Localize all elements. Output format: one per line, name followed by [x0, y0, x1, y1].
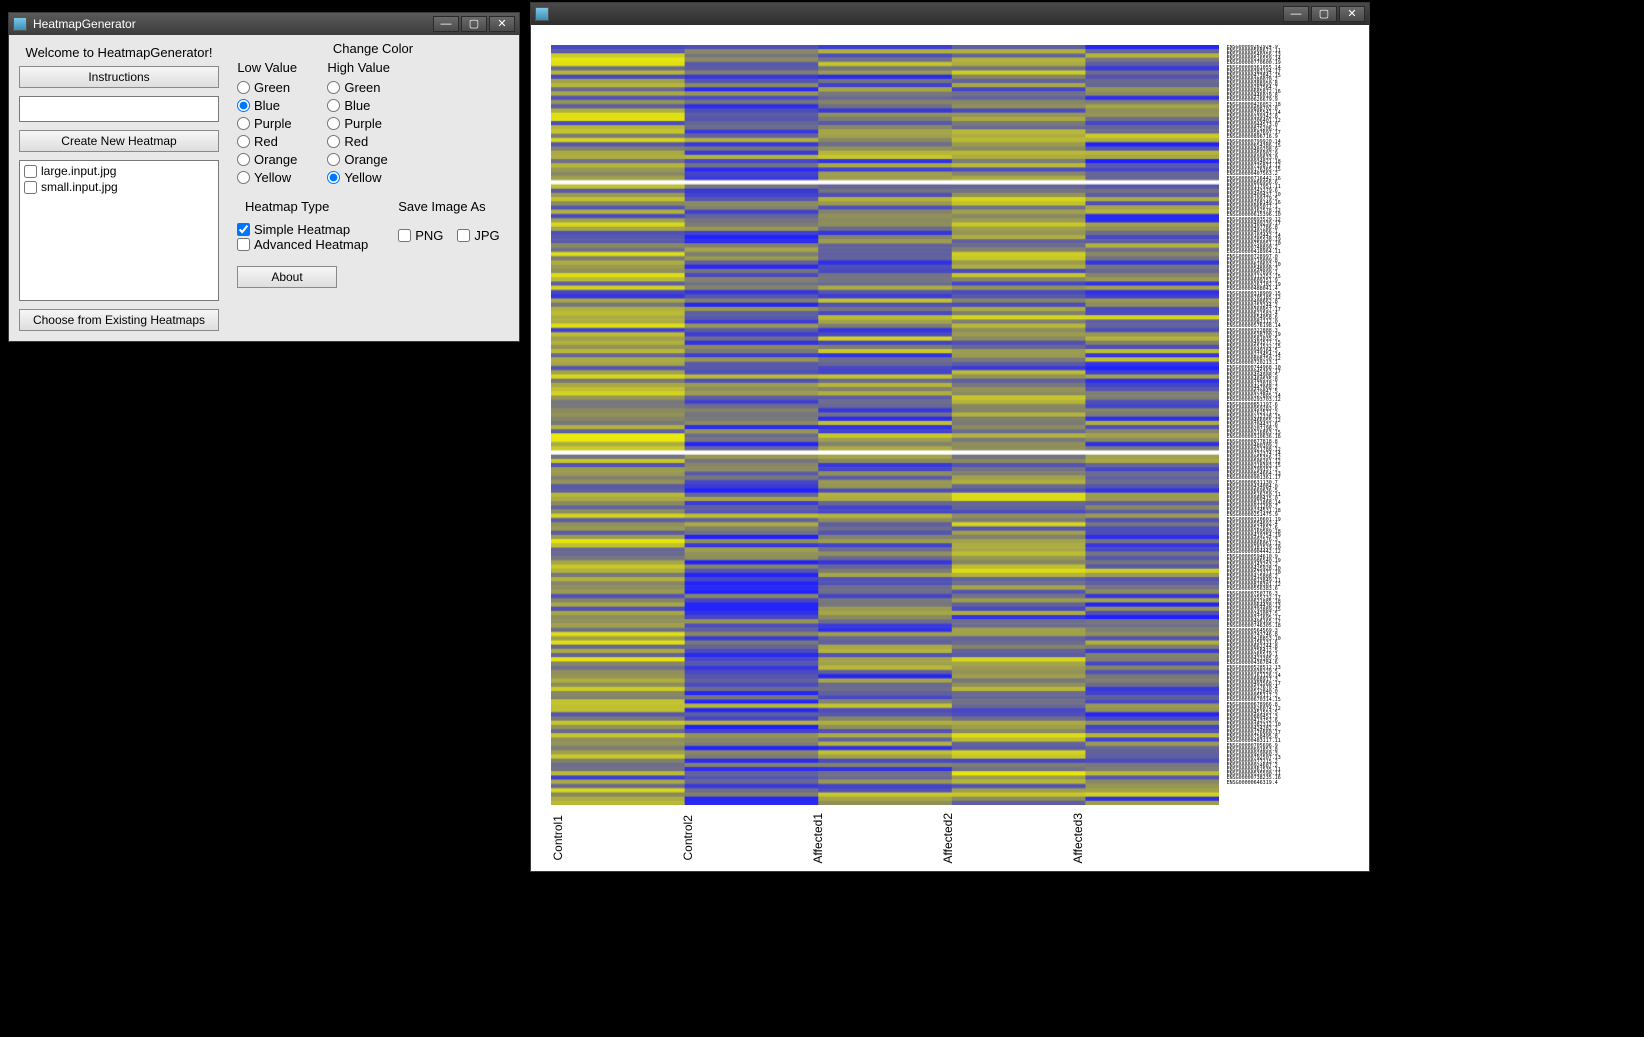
close-button[interactable]: ✕	[1339, 6, 1365, 22]
high-value-yellow-radio[interactable]: Yellow	[327, 170, 390, 185]
radio-label: Red	[254, 134, 278, 149]
maximize-button[interactable]: ▢	[461, 16, 487, 32]
radio-input[interactable]	[237, 81, 250, 94]
app-icon	[535, 7, 549, 21]
radio-input[interactable]	[327, 135, 340, 148]
radio-input[interactable]	[237, 153, 250, 166]
radio-input[interactable]	[237, 135, 250, 148]
checkbox-label: PNG	[415, 228, 443, 243]
high-value-orange-radio[interactable]: Orange	[327, 152, 390, 167]
heatmap-type-simple-heatmap[interactable]: Simple Heatmap	[237, 222, 368, 237]
low-value-red-radio[interactable]: Red	[237, 134, 297, 149]
checkbox-label: Advanced Heatmap	[254, 237, 368, 252]
titlebar[interactable]: HeatmapGenerator — ▢ ✕	[9, 13, 519, 35]
list-item-checkbox[interactable]	[24, 165, 37, 178]
radio-label: Green	[254, 80, 290, 95]
list-item[interactable]: small.input.jpg	[22, 179, 216, 195]
radio-input[interactable]	[327, 117, 340, 130]
heatmap-column-labels: Control1Control2Affected1Affected2Affect…	[551, 813, 1201, 863]
list-item-checkbox[interactable]	[24, 181, 37, 194]
radio-input[interactable]	[327, 171, 340, 184]
radio-label: Purple	[344, 116, 382, 131]
high-value-title: High Value	[327, 60, 390, 75]
checkbox-input[interactable]	[237, 223, 250, 236]
checkbox-input[interactable]	[237, 238, 250, 251]
heatmap-canvas	[551, 45, 1219, 805]
radio-label: Orange	[254, 152, 297, 167]
checkbox-input[interactable]	[398, 229, 411, 242]
close-button[interactable]: ✕	[489, 16, 515, 32]
high-value-purple-radio[interactable]: Purple	[327, 116, 390, 131]
titlebar[interactable]: — ▢ ✕	[531, 3, 1369, 25]
high-value-red-radio[interactable]: Red	[327, 134, 390, 149]
radio-label: Red	[344, 134, 368, 149]
radio-input[interactable]	[327, 99, 340, 112]
low-value-orange-radio[interactable]: Orange	[237, 152, 297, 167]
about-button[interactable]: About	[237, 266, 337, 288]
file-listbox[interactable]: large.input.jpg small.input.jpg	[19, 160, 219, 301]
create-heatmap-button[interactable]: Create New Heatmap	[19, 130, 219, 152]
column-label: Affected1	[811, 813, 941, 863]
change-color-title: Change Color	[237, 41, 509, 56]
low-value-yellow-radio[interactable]: Yellow	[237, 170, 297, 185]
save-image-title: Save Image As	[398, 199, 499, 214]
column-label: Affected3	[1071, 813, 1201, 863]
instructions-button[interactable]: Instructions	[19, 66, 219, 88]
radio-label: Blue	[254, 98, 280, 113]
save-as-jpg[interactable]: JPG	[457, 228, 499, 243]
welcome-text: Welcome to HeatmapGenerator!	[19, 41, 219, 66]
low-value-title: Low Value	[237, 60, 297, 75]
list-item-label: small.input.jpg	[41, 180, 118, 194]
maximize-button[interactable]: ▢	[1311, 6, 1337, 22]
window-title: HeatmapGenerator	[33, 17, 431, 31]
radio-input[interactable]	[327, 153, 340, 166]
radio-label: Green	[344, 80, 380, 95]
radio-input[interactable]	[327, 81, 340, 94]
radio-label: Blue	[344, 98, 370, 113]
list-item[interactable]: large.input.jpg	[22, 163, 216, 179]
app-icon	[13, 17, 27, 31]
minimize-button[interactable]: —	[1283, 6, 1309, 22]
radio-input[interactable]	[237, 99, 250, 112]
checkbox-label: Simple Heatmap	[254, 222, 350, 237]
list-item-label: large.input.jpg	[41, 164, 116, 178]
radio-label: Yellow	[344, 170, 381, 185]
radio-input[interactable]	[237, 171, 250, 184]
radio-label: Purple	[254, 116, 292, 131]
heatmap-type-advanced-heatmap[interactable]: Advanced Heatmap	[237, 237, 368, 252]
radio-label: Yellow	[254, 170, 291, 185]
heatmap-row-labels: ENSG00000262924.9 ENSG00000568673.11 ENS…	[1227, 45, 1317, 805]
minimize-button[interactable]: —	[433, 16, 459, 32]
checkbox-label: JPG	[474, 228, 499, 243]
column-label: Control2	[681, 813, 811, 863]
checkbox-input[interactable]	[457, 229, 470, 242]
heatmap-generator-window: HeatmapGenerator — ▢ ✕ Welcome to Heatma…	[8, 12, 520, 342]
low-value-green-radio[interactable]: Green	[237, 80, 297, 95]
low-value-blue-radio[interactable]: Blue	[237, 98, 297, 113]
column-label: Affected2	[941, 813, 1071, 863]
heatmap-type-title: Heatmap Type	[237, 199, 368, 214]
heatmap-name-input[interactable]	[19, 96, 219, 122]
radio-input[interactable]	[237, 117, 250, 130]
save-as-png[interactable]: PNG	[398, 228, 443, 243]
choose-existing-button[interactable]: Choose from Existing Heatmaps	[19, 309, 219, 331]
heatmap-output-window: — ▢ ✕ ENSG00000262924.9 ENSG00000568673.…	[530, 2, 1370, 872]
column-label: Control1	[551, 813, 681, 863]
low-value-purple-radio[interactable]: Purple	[237, 116, 297, 131]
radio-label: Orange	[344, 152, 387, 167]
high-value-blue-radio[interactable]: Blue	[327, 98, 390, 113]
high-value-green-radio[interactable]: Green	[327, 80, 390, 95]
